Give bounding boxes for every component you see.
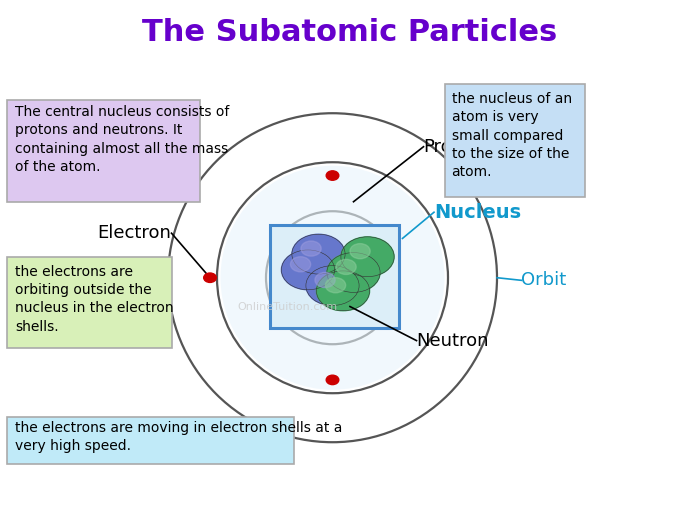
Circle shape bbox=[306, 266, 359, 305]
FancyBboxPatch shape bbox=[444, 84, 584, 196]
Circle shape bbox=[204, 273, 216, 282]
FancyBboxPatch shape bbox=[270, 225, 399, 328]
Circle shape bbox=[350, 244, 370, 259]
Circle shape bbox=[341, 237, 394, 277]
Text: Electron: Electron bbox=[97, 224, 172, 242]
Circle shape bbox=[326, 171, 339, 180]
FancyBboxPatch shape bbox=[7, 100, 199, 202]
Ellipse shape bbox=[220, 166, 444, 390]
Circle shape bbox=[327, 253, 380, 292]
Text: the electrons are
orbiting outside the
nucleus in the electron
shells.: the electrons are orbiting outside the n… bbox=[15, 265, 174, 334]
Text: Neutron: Neutron bbox=[416, 332, 489, 350]
Text: The Subatomic Particles: The Subatomic Particles bbox=[142, 18, 558, 47]
Circle shape bbox=[336, 259, 356, 275]
Circle shape bbox=[292, 234, 345, 274]
Circle shape bbox=[281, 250, 335, 290]
Text: Proton: Proton bbox=[424, 138, 482, 156]
Text: the electrons are moving in electron shells at a
very high speed.: the electrons are moving in electron she… bbox=[15, 421, 343, 453]
FancyBboxPatch shape bbox=[7, 257, 172, 348]
Circle shape bbox=[315, 272, 335, 288]
Circle shape bbox=[316, 271, 370, 311]
Text: The central nucleus consists of
protons and neutrons. It
containing almost all t: The central nucleus consists of protons … bbox=[15, 105, 230, 174]
Circle shape bbox=[326, 375, 339, 385]
Text: OnlineTuition.com: OnlineTuition.com bbox=[237, 301, 337, 312]
Text: Nucleus: Nucleus bbox=[434, 203, 521, 222]
Circle shape bbox=[290, 257, 311, 272]
Text: Orbit: Orbit bbox=[522, 271, 567, 289]
Circle shape bbox=[301, 241, 321, 256]
FancyBboxPatch shape bbox=[7, 417, 294, 464]
Circle shape bbox=[326, 278, 346, 293]
Text: the nucleus of an
atom is very
small compared
to the size of the
atom.: the nucleus of an atom is very small com… bbox=[452, 92, 572, 179]
